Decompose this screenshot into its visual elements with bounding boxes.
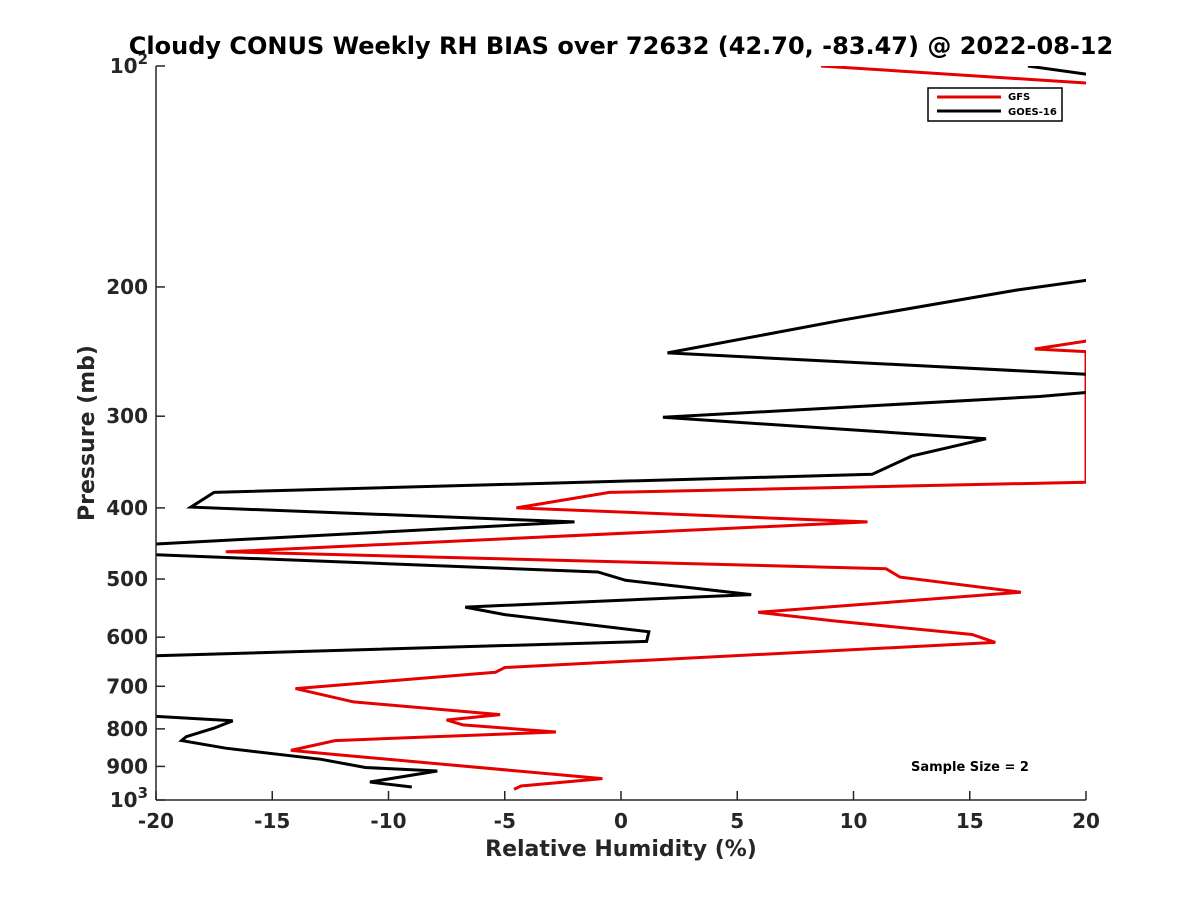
x-tick-label: 20	[1072, 809, 1100, 833]
x-tick-label: -10	[370, 809, 406, 833]
x-tick-label: -5	[494, 809, 516, 833]
y-tick-label: 103	[110, 784, 148, 812]
legend-label-gfs: GFS	[1008, 92, 1030, 103]
x-tick-label: 0	[614, 809, 628, 833]
y-tick-label: 200	[106, 275, 148, 299]
sample-size-annotation: Sample Size = 2	[911, 760, 1029, 775]
y-tick-label: 300	[106, 404, 148, 428]
y-tick-label: 102	[110, 50, 148, 78]
x-tick-label: 5	[730, 809, 744, 833]
legend-label-goes-16: GOES-16	[1008, 107, 1057, 118]
axes-layer: -20 -15 -10 -5 0 5 10 15 20 102 200 300 400 500 600 700…	[106, 50, 1100, 833]
y-tick-label: 800	[106, 717, 148, 741]
x-tick-label: -20	[138, 809, 174, 833]
x-axis-label: Relative Humidity (%)	[485, 837, 757, 862]
x-tick-label: -15	[254, 809, 290, 833]
legend: GFS GOES-16	[927, 87, 1063, 122]
x-tick-label: 15	[956, 809, 984, 833]
y-tick-label: 900	[106, 754, 148, 778]
series-layer	[156, 66, 1086, 791]
y-axis-label: Pressure (mb)	[75, 345, 100, 521]
y-tick-label: 500	[106, 567, 148, 591]
series-line-gfs	[225, 66, 1086, 791]
series-line-goes-16	[156, 66, 1086, 789]
legend-box	[927, 87, 1063, 122]
y-tick-label: 400	[106, 496, 148, 520]
y-tick-label: 700	[106, 674, 148, 698]
x-tick-label: 10	[840, 809, 868, 833]
chart-title: Cloudy CONUS Weekly RH BIAS over 72632 (…	[129, 32, 1113, 60]
y-tick-label: 600	[106, 625, 148, 649]
